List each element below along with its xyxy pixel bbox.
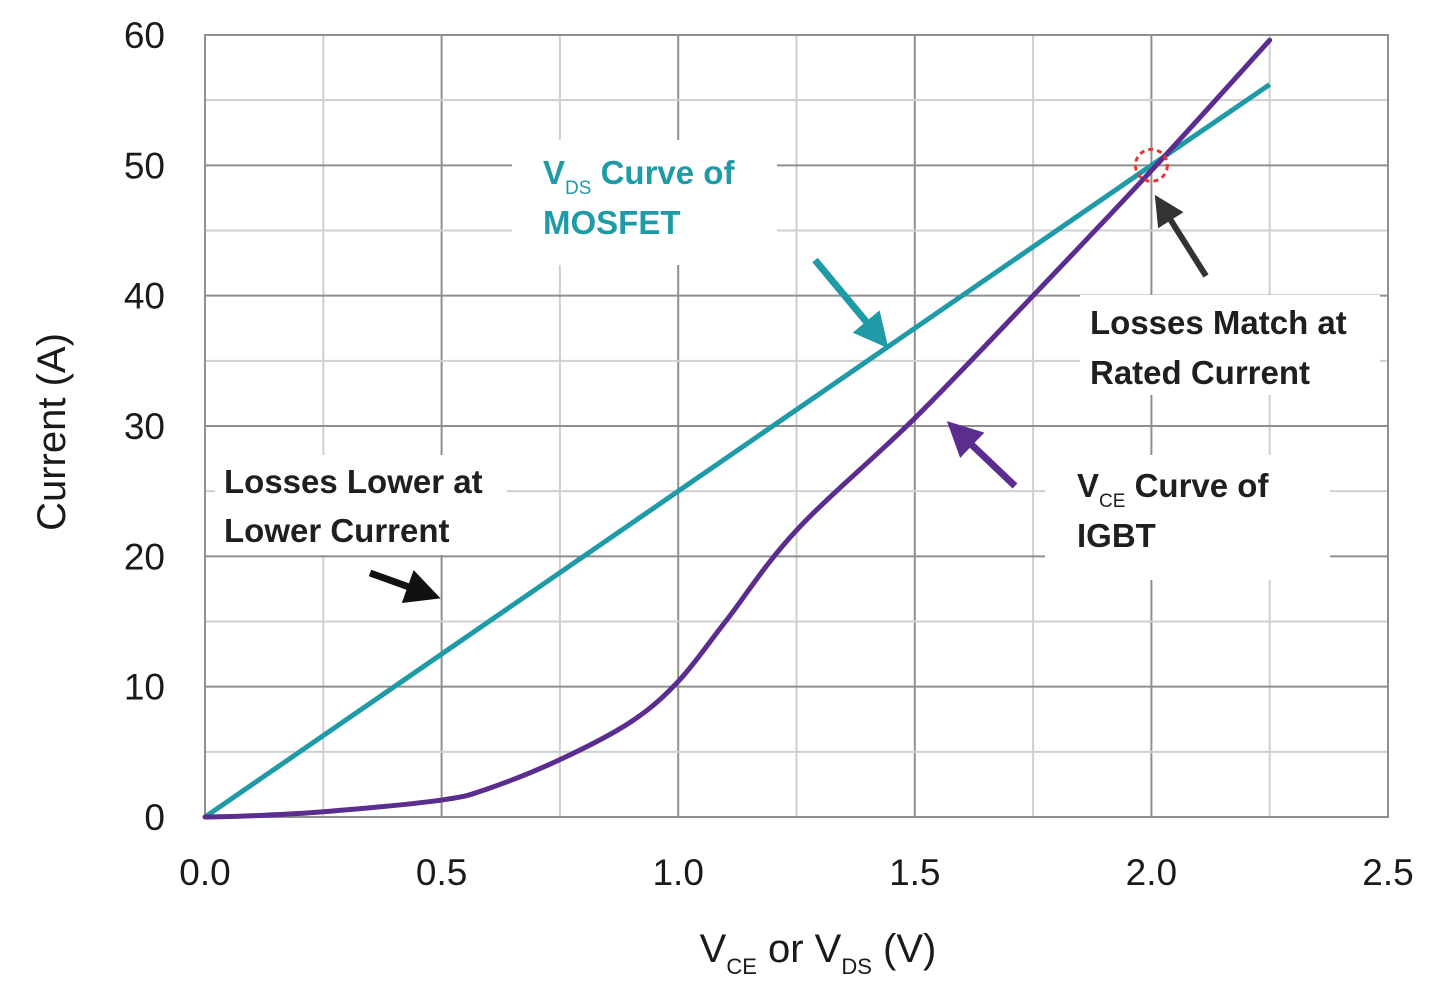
match-loss-label-line2: Rated Current (1090, 354, 1310, 391)
igbt-pointer-arrow (946, 421, 1018, 489)
x-tick-label: 0.5 (416, 852, 467, 893)
grid (204, 34, 1389, 818)
y-tick-label: 10 (124, 667, 165, 708)
x-tick-label: 2.0 (1126, 852, 1177, 893)
plot-frame (204, 34, 1389, 818)
lower-loss-label-bg (215, 455, 507, 555)
lower-loss-pointer-arrow (368, 569, 441, 603)
igbt-curve (202, 37, 1273, 820)
mosfet-curve-label: VDS Curve of (543, 154, 735, 199)
match-point-marker (1133, 147, 1169, 183)
y-tick-label: 60 (124, 15, 165, 56)
mosfet-label-bg (512, 140, 777, 265)
igbt-curve-label-line2: IGBT (1077, 517, 1156, 554)
igbt-curve-label: VCE Curve of (1077, 467, 1269, 512)
x-tick-label: 1.5 (889, 852, 940, 893)
x-tick-label: 0.0 (179, 852, 230, 893)
mosfet-pointer-arrow (812, 257, 889, 349)
igbt-label-bg (1045, 455, 1330, 580)
match-loss-label-bg (1080, 295, 1380, 395)
y-tick-label: 20 (124, 536, 165, 577)
match-loss-pointer-arrow (1154, 194, 1209, 278)
y-tick-label: 0 (144, 797, 165, 838)
x-tick-label: 1.0 (652, 852, 703, 893)
match-loss-label-line1: Losses Match at (1090, 304, 1347, 341)
y-axis-label: Current (A) (30, 333, 74, 531)
x-tick-label: 2.5 (1362, 852, 1413, 893)
mosfet-curve (203, 82, 1272, 820)
x-axis-ticks: 0.0 0.5 1.0 1.5 2.0 2.5 (179, 852, 1413, 893)
y-tick-label: 40 (124, 276, 165, 317)
y-tick-label: 30 (124, 406, 165, 447)
lower-loss-label-line2: Lower Current (224, 512, 450, 549)
x-axis-label: VCE or VDS (V) (700, 927, 937, 979)
mosfet-curve-label-line2: MOSFET (543, 204, 681, 241)
lower-loss-label-line1: Losses Lower at (224, 463, 483, 500)
y-axis-ticks: 0 10 20 30 40 50 60 (124, 15, 165, 838)
y-tick-label: 50 (124, 145, 165, 186)
